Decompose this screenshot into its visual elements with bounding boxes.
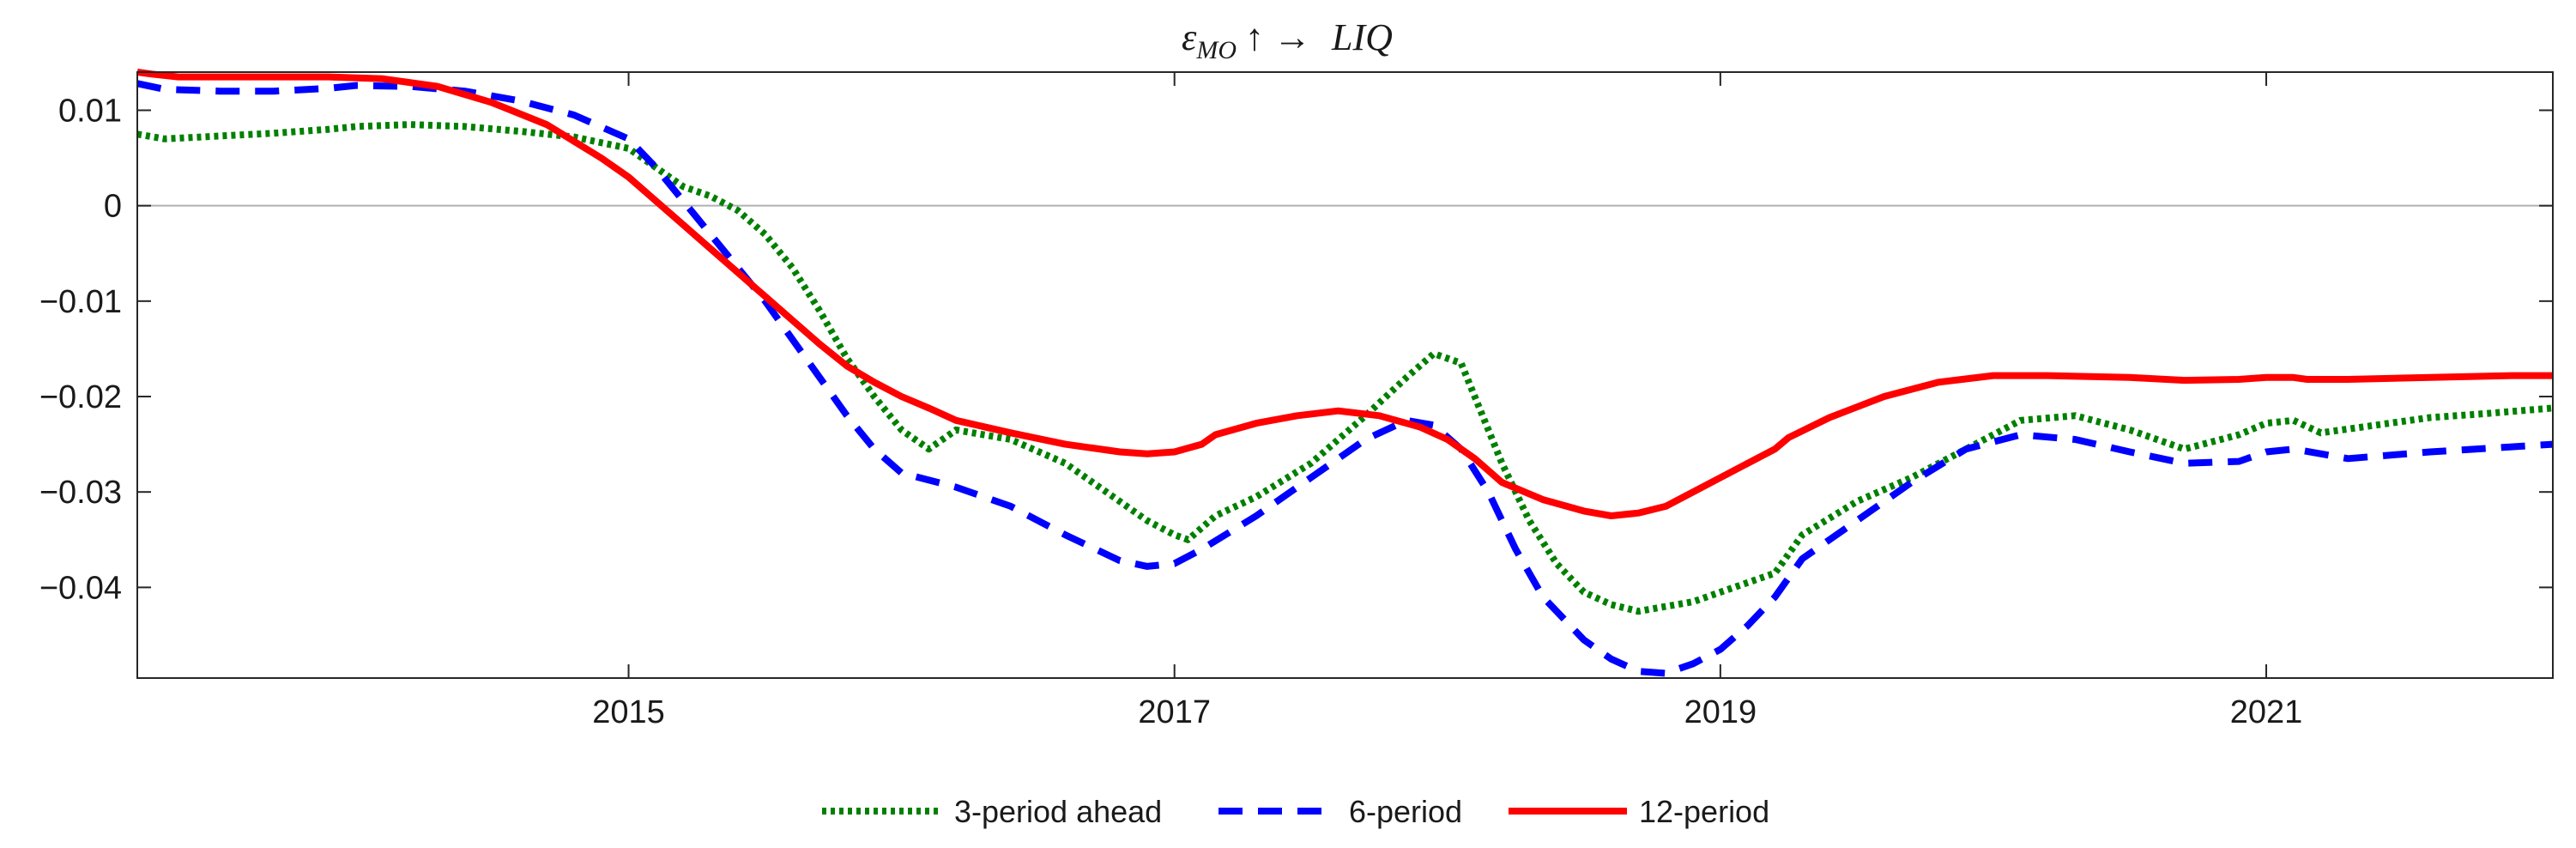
svg-text:εMO↑ →LIQ: εMO ↑ → LIQ <box>1182 16 1393 64</box>
y-tick-label: 0.01 <box>58 93 122 129</box>
x-tick-label: 2015 <box>592 694 665 730</box>
y-tick-label: 0 <box>104 189 122 225</box>
title-subscript: MO <box>1195 36 1237 64</box>
axes-frame <box>136 71 2554 679</box>
series-line-6-period <box>136 80 2554 677</box>
title-symbol: ε <box>1182 16 1197 58</box>
legend-label: 12-period <box>1639 794 1769 829</box>
series-line-12-period <box>136 69 2553 519</box>
plot-area <box>136 69 2554 677</box>
series-line-3-period-ahead <box>136 121 2554 615</box>
x-tick-label: 2019 <box>1684 694 1757 730</box>
legend-label: 6-period <box>1349 794 1462 829</box>
legend-label: 3-period ahead <box>954 794 1162 829</box>
x-tick-label: 2017 <box>1138 694 1211 730</box>
x-tick-label: 2021 <box>2230 694 2303 730</box>
legend: 3-period ahead 6-period 12-period <box>822 794 1769 829</box>
title-target: LIQ <box>1331 16 1393 58</box>
y-tick-label: −0.01 <box>39 284 122 320</box>
chart-title: εMO ↑ → LIQ <box>1182 16 1393 64</box>
y-tick-label: −0.04 <box>39 570 122 606</box>
y-tick-label: −0.03 <box>39 475 122 511</box>
axes: 0.01 0 −0.01 −0.02 −0.03 −0.04 2015 2017 2019 202… <box>39 71 2554 730</box>
title-arrows: ↑ → <box>1245 16 1311 58</box>
y-tick-label: −0.02 <box>39 379 122 415</box>
